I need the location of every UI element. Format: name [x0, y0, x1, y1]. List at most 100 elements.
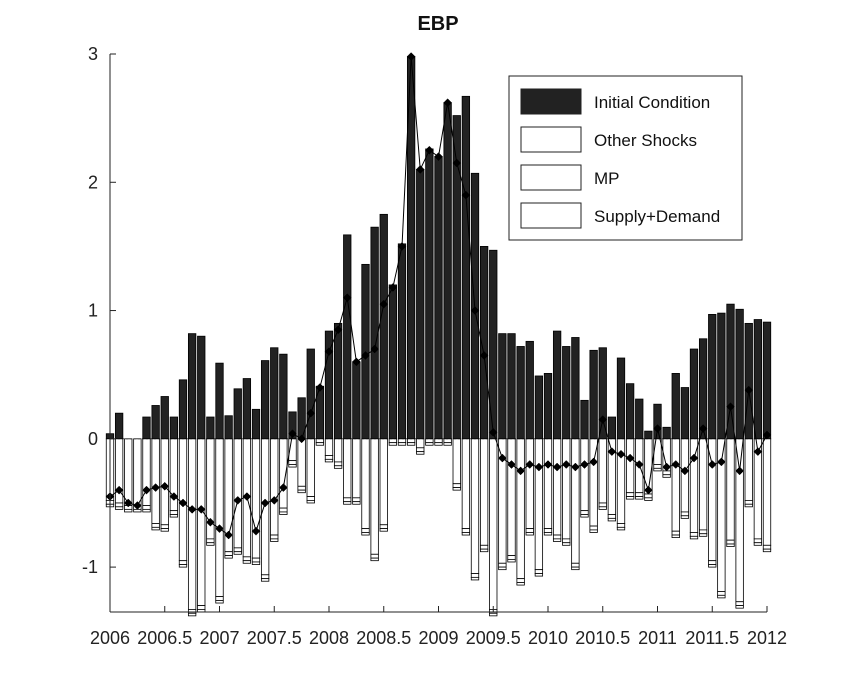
bar-mp	[708, 560, 717, 565]
line-marker	[753, 447, 763, 457]
bar-mp	[233, 547, 242, 553]
bar-other-shocks	[160, 438, 169, 526]
bar-initial-condition	[434, 156, 443, 440]
legend-swatch	[520, 88, 582, 115]
bar-supply-demand	[644, 497, 653, 501]
bar-mp	[397, 438, 407, 444]
bar-supply-demand	[178, 564, 188, 568]
line-marker	[698, 424, 708, 433]
bar-initial-condition	[425, 148, 434, 440]
bar-other-shocks	[215, 438, 224, 598]
bar-supply-demand	[142, 508, 151, 513]
bar-initial-condition	[635, 398, 644, 440]
line-marker	[251, 526, 261, 536]
bar-mp	[680, 511, 690, 517]
bar-supply-demand	[698, 533, 708, 537]
bar-mp	[479, 544, 489, 550]
bar-initial-condition	[753, 319, 763, 440]
bar-mp	[644, 493, 653, 499]
bar-mp	[653, 464, 662, 469]
bar-initial-condition	[324, 330, 334, 440]
bar-initial-condition	[343, 234, 352, 440]
bar-mp	[726, 539, 735, 545]
line-marker	[726, 402, 735, 412]
bar-other-shocks	[543, 438, 553, 530]
bar-other-shocks	[461, 438, 471, 530]
bar-initial-condition	[114, 412, 124, 440]
bar-other-shocks	[233, 438, 242, 549]
line-marker	[260, 498, 270, 508]
bar-mp	[753, 538, 763, 544]
line-layer	[105, 52, 772, 540]
bar-initial-condition	[151, 405, 160, 440]
bar-initial-condition	[744, 322, 753, 440]
bar-other-shocks	[352, 438, 361, 499]
line-marker	[169, 492, 179, 501]
bar-supply-demand	[224, 555, 233, 559]
bar-initial-condition	[708, 313, 717, 440]
line-marker	[735, 466, 744, 476]
bar-initial-condition	[735, 308, 744, 440]
x-tick-label: 2008	[309, 628, 349, 648]
bar-supply-demand	[215, 600, 224, 604]
line-marker	[561, 460, 571, 469]
bar-initial-condition	[552, 330, 562, 440]
y-tick-label: 1	[88, 301, 98, 321]
bar-supply-demand	[279, 511, 288, 515]
bar-other-shocks	[151, 438, 160, 524]
bar-mp	[762, 544, 772, 550]
bar-other-shocks	[698, 438, 708, 531]
bar-mp	[625, 492, 635, 497]
bar-supply-demand	[397, 442, 407, 446]
line-marker	[178, 498, 188, 508]
bar-other-shocks	[297, 438, 306, 487]
bar-initial-condition	[397, 243, 407, 440]
line-marker	[744, 385, 754, 395]
bar-mp	[498, 562, 507, 568]
bar-mp	[717, 591, 726, 596]
bar-mp	[379, 524, 388, 530]
bar-supply-demand	[452, 487, 461, 491]
bar-supply-demand	[598, 506, 607, 510]
bar-supply-demand	[543, 532, 553, 536]
bar-supply-demand	[306, 499, 315, 504]
legend-swatch	[520, 202, 582, 229]
line-marker	[352, 357, 361, 367]
line-marker	[580, 460, 589, 469]
bar-supply-demand	[744, 503, 753, 508]
line-marker	[516, 466, 525, 476]
bar-initial-condition	[270, 347, 279, 440]
line-marker	[288, 429, 297, 439]
bar-initial-condition	[580, 399, 589, 440]
bar-supply-demand	[753, 542, 763, 546]
bar-supply-demand	[470, 576, 480, 581]
legend-label: Initial Condition	[594, 93, 710, 112]
line-marker	[196, 505, 206, 514]
bar-other-shocks	[324, 438, 334, 456]
bar-other-shocks	[470, 438, 480, 574]
line-marker	[215, 524, 224, 533]
bar-supply-demand	[562, 542, 571, 546]
bar-mp	[361, 528, 370, 533]
bar-supply-demand	[352, 501, 361, 505]
bar-mp	[744, 499, 753, 505]
bar-other-shocks	[361, 438, 370, 530]
x-tick-label: 2010	[528, 628, 568, 648]
bar-other-shocks	[379, 438, 388, 526]
bar-mp	[197, 605, 206, 610]
bar-initial-condition	[507, 333, 516, 440]
line-marker	[415, 165, 425, 174]
bar-supply-demand	[434, 442, 443, 446]
bar-initial-condition	[187, 333, 197, 440]
bar-other-shocks	[133, 438, 142, 506]
bar-other-shocks	[708, 438, 717, 562]
x-tick-label: 2009.5	[466, 628, 521, 648]
bar-mp	[525, 528, 534, 533]
bar-supply-demand	[233, 551, 242, 555]
line-marker	[707, 460, 717, 469]
line-marker	[315, 383, 325, 392]
x-tick-label: 2011.5	[685, 628, 739, 648]
bar-initial-condition	[388, 284, 398, 440]
line-marker	[662, 462, 671, 472]
